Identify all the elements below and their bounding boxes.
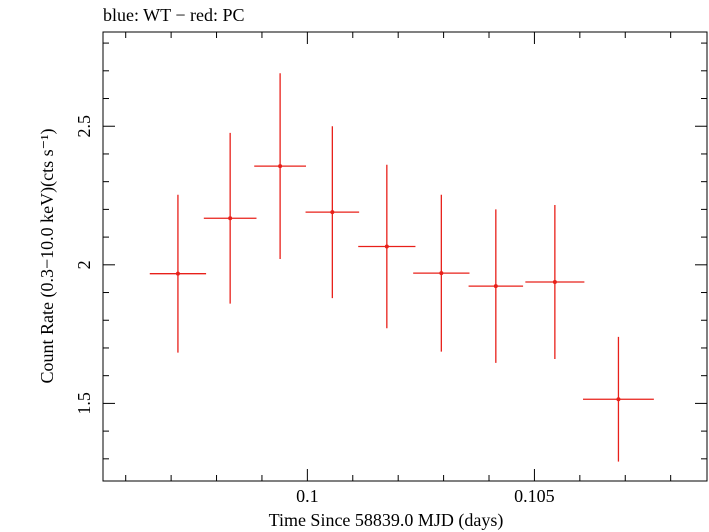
- point-marker: [384, 244, 389, 249]
- data-point: [413, 194, 470, 352]
- y-tick-label: 2: [74, 260, 94, 269]
- axis-tick-labels: 0.1 0.105 1.5 2 2.5: [74, 115, 555, 506]
- data-point: [358, 164, 416, 329]
- data-point: [468, 209, 524, 363]
- data-point: [149, 194, 207, 353]
- data-point: [254, 73, 306, 259]
- point-marker: [330, 210, 335, 215]
- data-point: [203, 132, 257, 304]
- data-point: [583, 336, 654, 462]
- x-tick-label: 0.1: [296, 486, 319, 506]
- chart-title: blue: WT − red: PC: [103, 5, 245, 25]
- point-marker: [616, 397, 621, 402]
- point-marker: [228, 216, 233, 221]
- axis-ticks: [103, 32, 707, 481]
- plot-frame: [102, 31, 708, 482]
- y-tick-label: 2.5: [74, 115, 94, 137]
- data-point: [525, 204, 585, 360]
- x-tick-label: 0.105: [514, 486, 555, 506]
- y-axis-label: Count Rate (0.3−10.0 keV)(cts s⁻¹): [37, 128, 58, 383]
- point-marker: [439, 271, 444, 276]
- point-marker: [175, 271, 180, 276]
- series-pc: [149, 73, 654, 462]
- data-point: [305, 126, 360, 299]
- point-marker: [493, 284, 498, 289]
- x-axis-label: Time Since 58839.0 MJD (days): [269, 510, 504, 531]
- data-series: [149, 73, 654, 462]
- point-marker: [278, 164, 283, 169]
- y-tick-label: 1.5: [74, 392, 94, 415]
- point-marker: [552, 279, 557, 284]
